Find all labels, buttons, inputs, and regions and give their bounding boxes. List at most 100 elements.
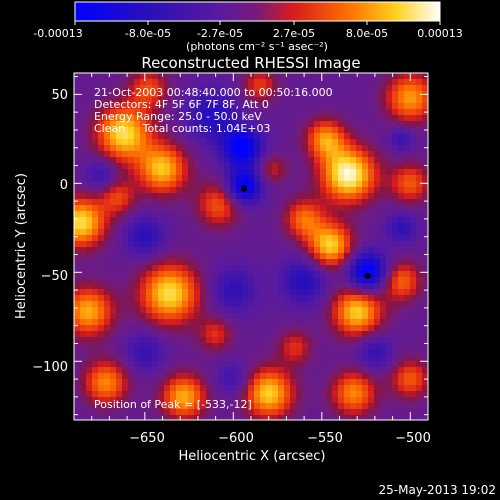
heatmap-cell [308, 235, 315, 242]
heatmap-cell [374, 241, 381, 248]
heatmap-cell [320, 307, 327, 314]
heatmap-cell [284, 91, 291, 98]
heatmap-cell [218, 211, 225, 218]
heatmap-cell [98, 403, 105, 410]
heatmap-cell [122, 205, 129, 212]
heatmap-cell [212, 187, 219, 194]
heatmap-cell [422, 139, 428, 146]
heatmap-cell [212, 103, 219, 110]
heatmap-cell [320, 379, 327, 386]
heatmap-cell [116, 229, 123, 236]
heatmap-cell [158, 157, 165, 164]
heatmap-cell [74, 409, 81, 416]
heatmap-cell [308, 367, 315, 374]
heatmap-cell [416, 175, 423, 182]
heatmap-cell [80, 217, 87, 224]
heatmap-cell [290, 121, 297, 128]
heatmap-cell [92, 169, 99, 176]
heatmap-cell [140, 121, 147, 128]
heatmap-cell [266, 277, 273, 284]
heatmap-cell [80, 283, 87, 290]
heatmap-cell [92, 247, 99, 254]
heatmap-cell [206, 247, 213, 254]
heatmap-cell [278, 229, 285, 236]
heatmap-cell [350, 79, 357, 86]
heatmap-cell [368, 217, 375, 224]
heatmap-cell [422, 391, 428, 398]
heatmap-cell [386, 253, 393, 260]
heatmap-cell [284, 121, 291, 128]
heatmap-cell [140, 79, 147, 86]
heatmap-cell [350, 355, 357, 362]
heatmap-cell [344, 175, 351, 182]
heatmap-cell [146, 319, 153, 326]
heatmap-cell [338, 253, 345, 260]
heatmap-cell [290, 103, 297, 110]
heatmap-cell [284, 151, 291, 158]
heatmap-cell [86, 283, 93, 290]
heatmap-cell [248, 169, 255, 176]
heatmap-cell [212, 367, 219, 374]
heatmap-cell [332, 169, 339, 176]
heatmap-cell [200, 121, 207, 128]
heatmap-cell [188, 265, 195, 272]
heatmap-cell [182, 85, 189, 92]
heatmap-cell [158, 235, 165, 242]
heatmap-cell [338, 313, 345, 320]
heatmap-cell [116, 157, 123, 164]
heatmap-cell [146, 91, 153, 98]
heatmap-cell [128, 163, 135, 170]
heatmap-cell [128, 361, 135, 368]
heatmap-cell [398, 307, 405, 314]
heatmap-cell [80, 229, 87, 236]
heatmap-cell [200, 367, 207, 374]
heatmap-cell [350, 175, 357, 182]
heatmap-cell [410, 223, 417, 230]
heatmap-cell [254, 247, 261, 254]
heatmap-cell [344, 289, 351, 296]
heatmap-cell [140, 343, 147, 350]
heatmap-cell [104, 397, 111, 404]
heatmap-cell [176, 187, 183, 194]
heatmap-cell [410, 391, 417, 398]
heatmap-cell [248, 211, 255, 218]
heatmap-cell [248, 187, 255, 194]
heatmap-cell [320, 295, 327, 302]
heatmap-cell [416, 73, 423, 80]
heatmap-cell [146, 355, 153, 362]
heatmap-cell [314, 85, 321, 92]
heatmap-cell [152, 229, 159, 236]
heatmap-cell [422, 205, 428, 212]
heatmap-cell [404, 379, 411, 386]
heatmap-cell [116, 97, 123, 104]
heatmap-cell [386, 331, 393, 338]
heatmap-cell [176, 301, 183, 308]
heatmap-cell [326, 409, 333, 416]
heatmap-cell [374, 403, 381, 410]
heatmap-cell [242, 223, 249, 230]
heatmap-cell [128, 355, 135, 362]
colorbar-unit-label: (photons cm⁻² s⁻¹ asec⁻²) [186, 40, 328, 53]
heatmap-cell [260, 283, 267, 290]
heatmap-cell [278, 193, 285, 200]
heatmap-cell [116, 253, 123, 260]
heatmap-cell [374, 157, 381, 164]
heatmap-cell [404, 277, 411, 284]
heatmap-cell [152, 277, 159, 284]
heatmap-cell [266, 223, 273, 230]
heatmap-cell [278, 277, 285, 284]
heatmap-cell [284, 187, 291, 194]
heatmap-cell [188, 181, 195, 188]
heatmap-cell [92, 91, 99, 98]
heatmap-cell [416, 217, 423, 224]
heatmap-cell [200, 283, 207, 290]
heatmap-cell [314, 325, 321, 332]
heatmap-cell [128, 289, 135, 296]
heatmap-cell [410, 127, 417, 134]
heatmap-cell [404, 337, 411, 344]
heatmap-cell [302, 355, 309, 362]
heatmap-cell [122, 223, 129, 230]
heatmap-cell [380, 169, 387, 176]
heatmap-cell [392, 385, 399, 392]
heatmap-cell [236, 247, 243, 254]
